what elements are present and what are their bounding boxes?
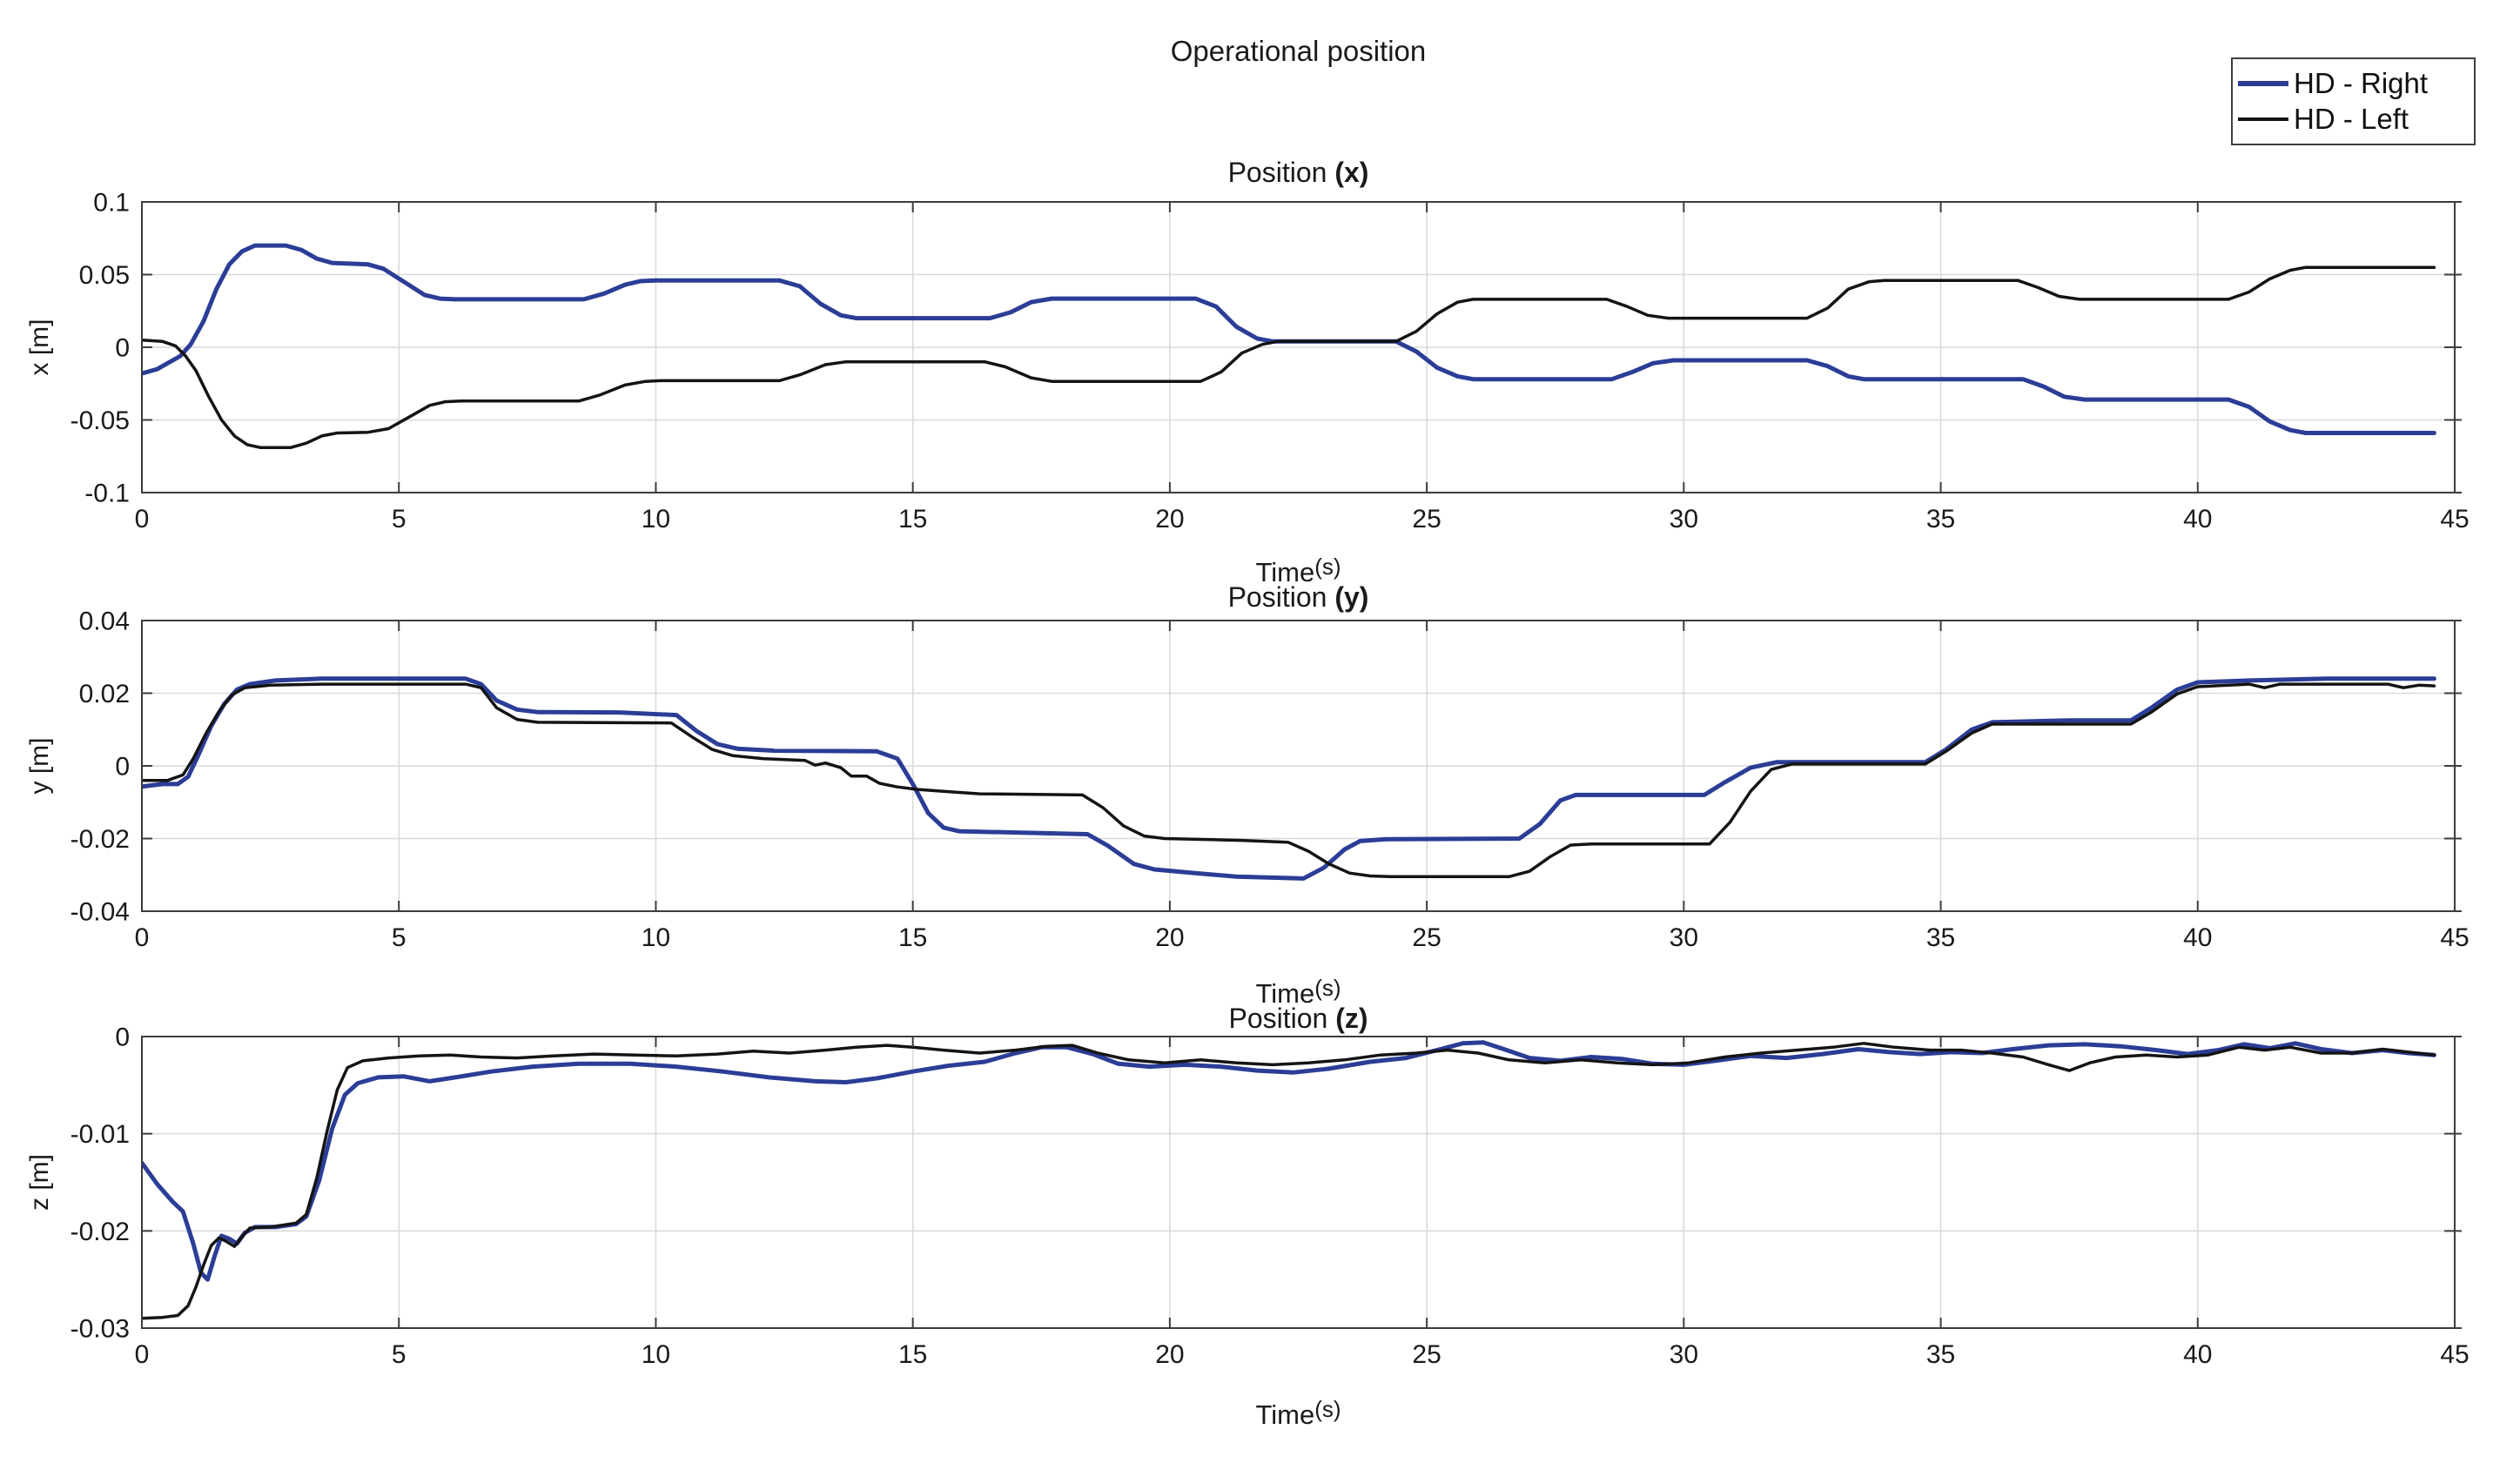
y-tick-label: -0.03 [71, 1315, 130, 1344]
x-tick-label: 30 [1670, 923, 1698, 952]
subplot-title-x: Position (x) [142, 157, 2455, 189]
xlabel-z: Time(s) [142, 1396, 2455, 1431]
y-axis-label: x [m] [25, 319, 54, 376]
gridlines [142, 621, 2455, 911]
y-tick-label: 0 [115, 334, 130, 363]
x-tick-label: 25 [1412, 923, 1441, 952]
subplot-title-x-bold: (x) [1334, 157, 1369, 188]
xlabel-x: Time(s) [142, 554, 2455, 588]
x-tick-label: 0 [135, 505, 150, 534]
y-tick-label: 0.04 [79, 607, 130, 636]
x-tick-label: 10 [642, 923, 670, 952]
legend: HD - Right HD - Left [2231, 57, 2476, 145]
y-tick-label: 0.02 [79, 680, 130, 708]
y-tick-label: 0 [115, 753, 130, 782]
x-tick-label: 5 [392, 505, 407, 534]
legend-line-sample-right [2238, 81, 2288, 87]
y-axis-label: z [m] [25, 1154, 54, 1211]
subplot-title-y-bold: (y) [1334, 581, 1369, 613]
x-tick-label: 5 [392, 923, 407, 952]
x-tick-label: 35 [1926, 1340, 1955, 1369]
subplot-title-z: Position (z) [142, 1003, 2455, 1035]
y-tick-label: -0.01 [71, 1120, 130, 1149]
figure-title: Operational position [1170, 35, 1427, 67]
x-tick-label: 0 [135, 1340, 150, 1369]
series-group [142, 1040, 2436, 1320]
legend-line-sample-left [2238, 117, 2288, 121]
legend-label-left: HD - Left [2294, 102, 2409, 135]
y-tick-label: -0.02 [71, 825, 130, 854]
gridlines [142, 202, 2455, 493]
subplot-title-z-bold: (z) [1335, 1003, 1368, 1034]
x-tick-label: 15 [898, 1340, 927, 1369]
xlabel-z-unit: (s) [1314, 1396, 1341, 1422]
x-tick-label: 40 [2183, 505, 2212, 534]
subplot-title-x-text: Position [1227, 157, 1335, 188]
subplot-title-y: Position (y) [142, 581, 2455, 614]
x-tick-label: 10 [642, 505, 670, 534]
plot-area-z: 0 5 10 15 20 25 30 35 40 45 0 -0.01 -0.02 -0.03 z [m] [25, 1023, 2470, 1370]
series-group [142, 676, 2436, 881]
x-tick-label: 40 [2183, 1340, 2212, 1369]
y-tick-label: 0.1 [93, 189, 130, 218]
tick-marks [141, 620, 2462, 912]
legend-label-right: HD - Right [2294, 67, 2429, 100]
x-tick-label: 15 [898, 923, 927, 952]
plot-area-x: 0 5 10 15 20 25 30 35 40 45 0.1 0.05 0 -0.05 -0.1 x [m] [25, 189, 2470, 534]
subplot-title-y-text: Position [1227, 581, 1335, 613]
xlabel-x-unit: (s) [1314, 554, 1341, 580]
series-group [142, 243, 2436, 449]
series-hd-right [142, 243, 2436, 435]
plot-area-y: 0 5 10 15 20 25 30 35 40 45 0.04 0.02 0 -0.02 -0.04 y [… [25, 607, 2470, 953]
x-tick-label: 10 [642, 1340, 670, 1369]
x-tick-label: 0 [135, 923, 150, 952]
y-tick-label: 0.05 [79, 261, 130, 290]
xlabel-y-unit: (s) [1314, 975, 1341, 1001]
x-tick-label: 20 [1155, 1340, 1184, 1369]
xlabel-y: Time(s) [142, 975, 2455, 1010]
x-tick-label: 15 [898, 505, 927, 534]
axes-border [141, 1036, 2456, 1329]
x-tick-label: 35 [1926, 923, 1955, 952]
x-tick-label: 40 [2183, 923, 2212, 952]
y-tick-label: 0 [115, 1023, 130, 1052]
tick-marks [141, 1036, 2462, 1329]
series-hd-left [142, 265, 2436, 449]
tick-marks [141, 201, 2462, 493]
x-tick-label: 20 [1155, 923, 1184, 952]
x-tick-label: 5 [392, 1340, 407, 1369]
x-tick-label: 45 [2440, 1340, 2469, 1369]
x-tick-label: 35 [1926, 505, 1955, 534]
x-tick-label: 45 [2440, 505, 2469, 534]
x-tick-label: 25 [1412, 505, 1441, 534]
series-hd-right [142, 1040, 2436, 1282]
xlabel-z-main: Time [1255, 1399, 1315, 1430]
y-tick-label: -0.04 [71, 898, 130, 927]
series-hd-left [142, 682, 2436, 879]
x-tick-label: 25 [1412, 1340, 1441, 1369]
xlabel-x-main: Time [1255, 557, 1315, 587]
legend-item-hd-right: HD - Right [2238, 67, 2469, 100]
x-tick-label: 20 [1155, 505, 1184, 534]
x-tick-label: 45 [2440, 923, 2469, 952]
y-tick-label: -0.02 [71, 1218, 130, 1246]
gridlines [142, 1037, 2455, 1328]
legend-item-hd-left: HD - Left [2238, 103, 2469, 136]
series-hd-right [142, 676, 2436, 881]
y-tick-label: -0.1 [84, 480, 130, 508]
y-tick-label: -0.05 [71, 406, 130, 435]
xlabel-y-main: Time [1255, 978, 1315, 1009]
x-tick-label: 30 [1670, 1340, 1698, 1369]
x-tick-label: 30 [1670, 505, 1698, 534]
series-hd-left [142, 1042, 2436, 1320]
subplot-title-z-text: Position [1228, 1003, 1336, 1034]
y-axis-label: y [m] [25, 738, 54, 795]
